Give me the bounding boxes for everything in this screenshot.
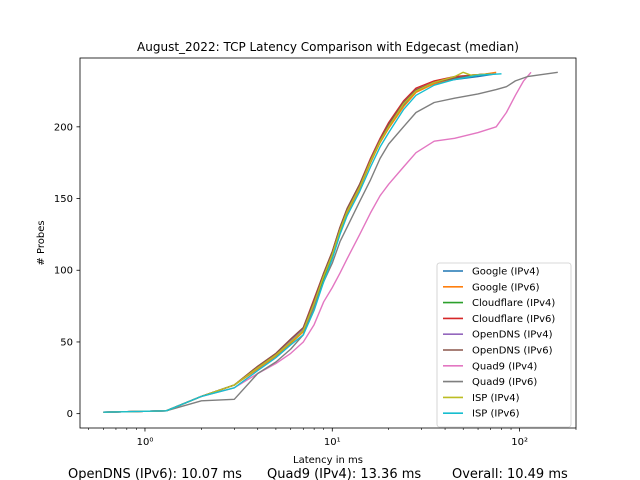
x-axis: 10⁰ 10¹ 10²	[88, 428, 577, 448]
plot-frame	[79, 57, 577, 429]
x-tick-label: 10⁰	[137, 437, 154, 448]
legend-box	[436, 262, 572, 428]
footer-quad9-ipv4: Quad9 (IPv4): 13.36 ms	[267, 467, 421, 480]
legend: Google (IPv4) Google (IPv6) Cloudflare (IP…	[436, 262, 572, 428]
chart-title: August_2022: TCP Latency Comparison with…	[137, 40, 519, 54]
legend-label-google-ipv4: Google (IPv4)	[472, 267, 540, 278]
x-tick-label: 10²	[511, 437, 528, 448]
y-tick-label: 0	[67, 409, 73, 420]
y-tick-label: 200	[54, 122, 73, 133]
x-tick-label: 10¹	[324, 437, 341, 448]
series-line-isp-ipv4	[103, 71, 491, 413]
legend-label-quad9-ipv6: Quad9 (IPv6)	[472, 377, 537, 388]
y-axis: 0 50 100 150 200	[54, 122, 80, 420]
legend-label-cloudflare-ipv6: Cloudflare (IPv6)	[472, 314, 555, 325]
footer-overall: Overall: 10.49 ms	[452, 467, 568, 480]
y-axis-label: # Probes	[36, 220, 47, 265]
series-line-isp-ipv6	[103, 73, 502, 413]
y-tick-label: 150	[54, 194, 73, 205]
x-axis-label: Latency in ms	[293, 455, 363, 466]
legend-label-isp-ipv4: ISP (IPv4)	[472, 393, 520, 404]
y-tick-label: 100	[54, 266, 73, 277]
plot-area	[103, 71, 558, 413]
legend-label-cloudflare-ipv4: Cloudflare (IPv4)	[472, 298, 555, 309]
series-line-opendns-ipv6	[103, 73, 491, 413]
legend-label-quad9-ipv4: Quad9 (IPv4)	[472, 361, 537, 372]
legend-label-isp-ipv6: ISP (IPv6)	[472, 409, 520, 420]
legend-label-opendns-ipv6: OpenDNS (IPv6)	[472, 346, 553, 357]
footer-opendns-ipv6: OpenDNS (IPv6): 10.07 ms	[68, 467, 242, 480]
legend-label-google-ipv6: Google (IPv6)	[472, 282, 540, 293]
legend-label-opendns-ipv4: OpenDNS (IPv4)	[472, 330, 553, 341]
y-tick-label: 50	[60, 337, 73, 348]
series-line-quad9-ipv6	[103, 71, 558, 413]
